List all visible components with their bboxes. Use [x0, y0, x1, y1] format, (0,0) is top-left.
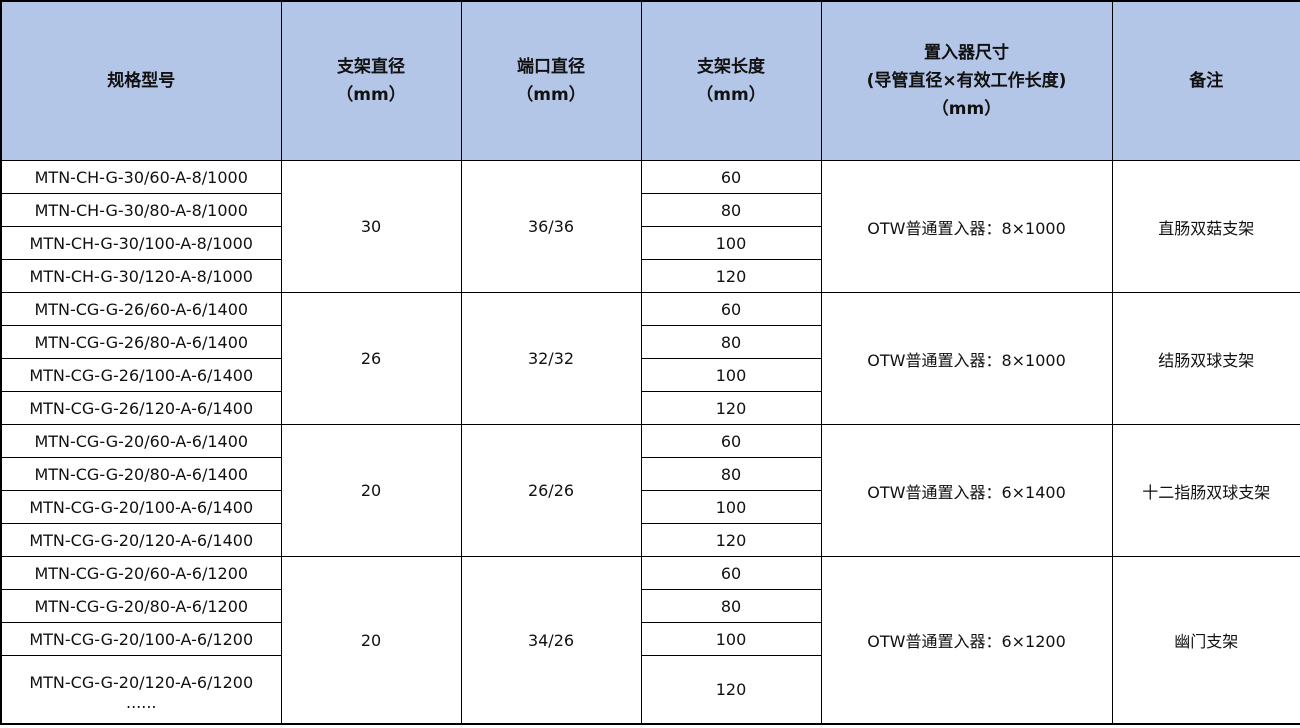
stent-length-cell: 120: [640, 259, 822, 293]
header-stent-diameter: 支架直径 （mm）: [280, 0, 462, 161]
spec-model-cell: MTN-CG-G-20/60-A-6/1400: [0, 424, 282, 458]
header-line: （mm）: [336, 85, 406, 105]
introducer-size-cell: OTW普通置入器：8×1000: [820, 160, 1113, 293]
spec-model-cell: MTN-CG-G-20/120-A-6/1200......: [0, 655, 282, 725]
introducer-size-cell: OTW普通置入器：6×1200: [820, 556, 1113, 725]
table-row: MTN-CG-G-20/80-A-6/1200 80: [0, 589, 1300, 623]
spec-model-cell: MTN-CG-G-20/120-A-6/1400: [0, 523, 282, 557]
spec-model-cell: MTN-CG-G-20/60-A-6/1200: [0, 556, 282, 590]
spec-model-cell: MTN-CG-G-26/100-A-6/1400: [0, 358, 282, 392]
table-row: MTN-CG-G-20/60-A-6/1400 20 26/26 60 OTW普通置入器…: [0, 424, 1300, 557]
header-port-diameter: 端口直径 （mm）: [460, 0, 642, 161]
spec-model-cell: MTN-CH-G-30/60-A-8/1000: [0, 160, 282, 194]
spec-model-cell: MTN-CG-G-20/100-A-6/1400: [0, 490, 282, 524]
header-note: 备注: [1111, 0, 1300, 161]
header-line: （mm）: [931, 99, 1002, 119]
table-row: MTN-CG-G-26/120-A-6/1400 120: [0, 391, 1300, 425]
stent-length-cell: 60: [640, 160, 822, 194]
note-cell: 结肠双球支架: [1111, 292, 1300, 425]
table-row: MTN-CH-G-30/60-A-8/1000 30 36/36 60 OTW普通置入器…: [0, 160, 1300, 293]
continuation-ellipsis: ......: [125, 692, 157, 712]
stent-length-cell: 120: [640, 655, 822, 725]
table-row: MTN-CG-G-26/80-A-6/1400 80: [0, 325, 1300, 359]
spec-model: MTN-CG-G-20/120-A-6/1200: [29, 672, 254, 692]
stent-diameter-cell: 26: [280, 292, 462, 425]
table-row: MTN-CG-G-20/100-A-6/1400 100: [0, 490, 1300, 524]
table-row: MTN-CH-G-30/120-A-8/1000 120: [0, 259, 1300, 293]
note-cell: 十二指肠双球支架: [1111, 424, 1300, 557]
stent-length-cell: 100: [640, 358, 822, 392]
table-row: MTN-CH-G-30/80-A-8/1000 80: [0, 193, 1300, 227]
header-stent-length: 支架长度 （mm）: [640, 0, 822, 161]
stent-length-cell: 60: [640, 556, 822, 590]
stent-length-cell: 80: [640, 457, 822, 491]
stent-length-cell: 120: [640, 391, 822, 425]
stent-length-cell: 80: [640, 325, 822, 359]
port-diameter-cell: 36/36: [460, 160, 642, 293]
header-line: 备注: [1189, 71, 1224, 91]
spec-model-cell: MTN-CH-G-30/100-A-8/1000: [0, 226, 282, 260]
header-line: （mm）: [696, 85, 766, 105]
header-line: 规格型号: [107, 71, 176, 91]
note-cell: 直肠双菇支架: [1111, 160, 1300, 293]
port-diameter-cell: 26/26: [460, 424, 642, 557]
stent-diameter-cell: 30: [280, 160, 462, 293]
spec-model-cell: MTN-CG-G-26/60-A-6/1400: [0, 292, 282, 326]
spec-model-cell: MTN-CG-G-20/80-A-6/1200: [0, 589, 282, 623]
stent-length-cell: 60: [640, 424, 822, 458]
spec-model-cell: MTN-CH-G-30/120-A-8/1000: [0, 259, 282, 293]
stent-length-cell: 80: [640, 589, 822, 623]
header-line: （mm）: [516, 85, 586, 105]
note-cell: 幽门支架: [1111, 556, 1300, 725]
table-row: MTN-CG-G-26/100-A-6/1400 100: [0, 358, 1300, 392]
header-line: 支架直径: [337, 57, 405, 77]
stent-diameter-cell: 20: [280, 424, 462, 557]
stent-length-cell: 100: [640, 226, 822, 260]
stent-length-cell: 80: [640, 193, 822, 227]
spec-model-cell: MTN-CG-G-20/100-A-6/1200: [0, 622, 282, 656]
header-introducer-size: 置入器尺寸 (导管直径×有效工作长度) （mm）: [820, 0, 1113, 161]
table-row: MTN-CG-G-20/120-A-6/1200...... 120: [0, 655, 1300, 725]
spec-model-cell: MTN-CH-G-30/80-A-8/1000: [0, 193, 282, 227]
table-row: MTN-CG-G-20/60-A-6/1200 20 34/26 60 OTW普通置入器…: [0, 556, 1300, 725]
introducer-size-cell: OTW普通置入器：6×1400: [820, 424, 1113, 557]
spec-model-cell: MTN-CG-G-26/120-A-6/1400: [0, 391, 282, 425]
header-line: 端口直径: [517, 57, 585, 77]
spec-model-cell: MTN-CG-G-26/80-A-6/1400: [0, 325, 282, 359]
table-row: MTN-CG-G-20/100-A-6/1200 100: [0, 622, 1300, 656]
stent-diameter-cell: 20: [280, 556, 462, 725]
header-line: 置入器尺寸: [924, 43, 1009, 63]
introducer-size-cell: OTW普通置入器：8×1000: [820, 292, 1113, 425]
header-line: 支架长度: [697, 57, 765, 77]
header-spec-model: 规格型号: [0, 0, 282, 161]
stent-length-cell: 120: [640, 523, 822, 557]
stent-length-cell: 100: [640, 490, 822, 524]
table-row: MTN-CG-G-26/60-A-6/1400 26 32/32 60 OTW普通置入器…: [0, 292, 1300, 425]
port-diameter-cell: 32/32: [460, 292, 642, 425]
port-diameter-cell: 34/26: [460, 556, 642, 725]
stent-length-cell: 60: [640, 292, 822, 326]
stent-length-cell: 100: [640, 622, 822, 656]
table-row: MTN-CG-G-20/80-A-6/1400 80: [0, 457, 1300, 491]
header-line: (导管直径×有效工作长度): [866, 71, 1067, 91]
header-row: 规格型号 支架直径 （mm） 端口直径 （mm） 支架长度 （mm） 置入器尺寸 (导管直径×有…: [0, 0, 1300, 161]
spec-model-cell: MTN-CG-G-20/80-A-6/1400: [0, 457, 282, 491]
